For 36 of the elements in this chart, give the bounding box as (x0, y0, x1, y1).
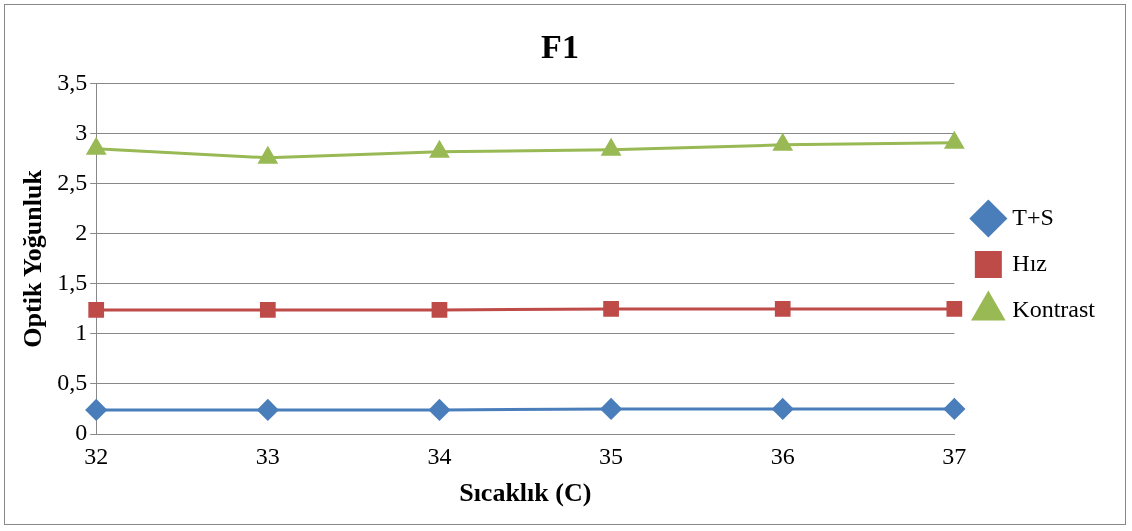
point (259, 302, 276, 318)
point (85, 399, 107, 421)
point (88, 302, 105, 318)
point (258, 147, 278, 164)
x-tick-label: 34 (427, 442, 452, 469)
legend-label: Hız (1012, 249, 1047, 276)
legend-label: Kontrast (1012, 295, 1096, 322)
point (774, 301, 791, 317)
point (430, 141, 449, 158)
point (257, 399, 279, 421)
y-tick-label: 1 (75, 319, 88, 346)
point (600, 398, 622, 420)
y-axis-title: Optik Yoğunluk (18, 169, 48, 348)
x-tick-label: 33 (255, 442, 280, 469)
y-tick-label: 1,5 (57, 269, 88, 296)
point (773, 134, 793, 151)
legend-label: T+S (1012, 203, 1054, 230)
chart-title: F1 (541, 28, 579, 66)
y-tick-label: 3 (75, 119, 88, 146)
x-tick-label: 36 (770, 442, 795, 469)
point (772, 398, 794, 420)
x-tick-label: 37 (942, 442, 967, 469)
y-tick-label: 3,5 (57, 69, 88, 96)
point (945, 132, 964, 149)
x-axis-title: Sıcaklık (C) (459, 478, 592, 508)
point (86, 138, 106, 155)
point (943, 398, 965, 420)
point (601, 139, 621, 156)
point (603, 301, 619, 317)
point (431, 302, 448, 318)
point (428, 399, 450, 421)
y-tick-label: 0,5 (57, 369, 88, 396)
y-tick-label: 2 (75, 219, 88, 246)
y-tick-label: 2,5 (57, 169, 88, 196)
point (946, 301, 963, 317)
x-tick-label: 35 (599, 442, 624, 469)
